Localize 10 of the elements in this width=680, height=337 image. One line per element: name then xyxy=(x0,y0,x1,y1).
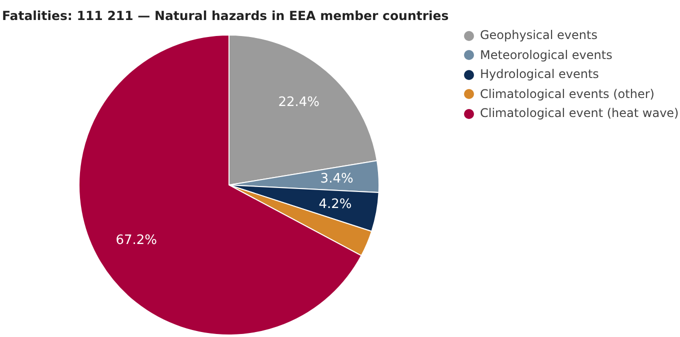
chart-title: Fatalities: 111 211 — Natural hazards in EEA member countries xyxy=(2,8,449,23)
legend-label: Hydrological events xyxy=(480,66,599,83)
legend-label: Meteorological events xyxy=(480,46,612,64)
legend-label: Climatological event (heat wave) xyxy=(480,105,679,122)
data-label: 4.2% xyxy=(318,197,352,212)
legend-label: Geophysical events xyxy=(480,27,598,44)
data-label: 22.4% xyxy=(278,95,320,110)
data-label: 67.2% xyxy=(116,233,158,248)
data-label: 3.4% xyxy=(320,171,354,186)
legend-label: Climatological events (other) xyxy=(480,86,654,102)
